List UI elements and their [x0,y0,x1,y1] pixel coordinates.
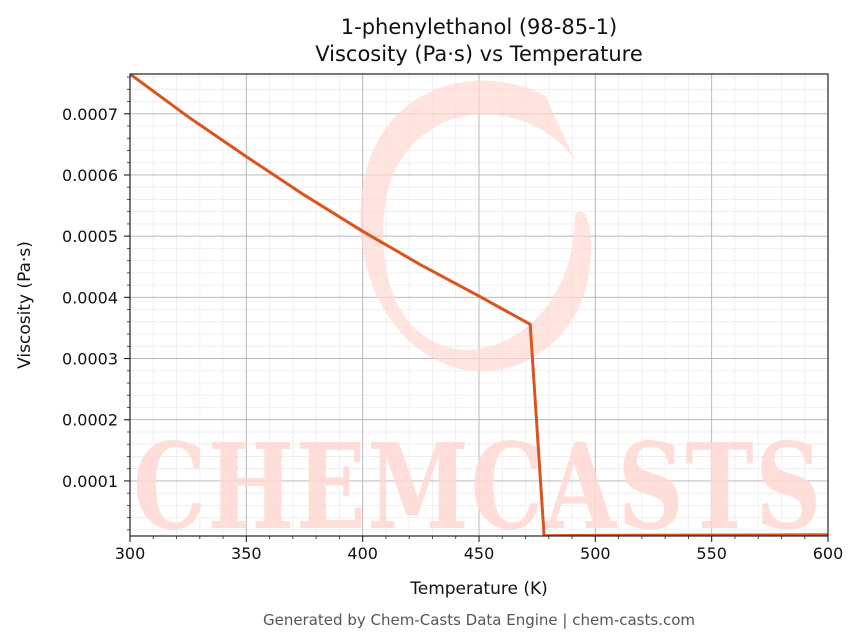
x-axis: 300 350 400 450 500 550 600 [115,536,844,563]
footer-credit: Generated by Chem-Casts Data Engine | ch… [263,611,695,629]
x-tick-label: 500 [580,544,611,563]
y-tick-label: 0.0001 [62,472,118,491]
y-tick-label: 0.0004 [62,288,118,307]
series-line [130,74,828,536]
chart-title: 1-phenylethanol (98-85-1) [341,15,617,39]
chart-subtitle: Viscosity (Pa·s) vs Temperature [315,42,643,66]
x-axis-label: Temperature (K) [409,579,548,599]
y-axis: 0.0001 0.0002 0.0003 0.0004 0.0005 0.0006 0.00… [62,76,130,531]
watermark-text: CHEMCASTS [133,417,823,556]
y-tick-label: 0.0006 [62,166,118,185]
y-tick-label: 0.0002 [62,411,118,430]
x-tick-label: 600 [813,544,844,563]
x-tick-label: 350 [231,544,262,563]
x-tick-label: 300 [115,544,146,563]
watermark: CHEMCASTS [133,80,823,556]
y-tick-label: 0.0005 [62,227,118,246]
x-tick-label: 400 [347,544,378,563]
x-tick-label: 550 [696,544,727,563]
y-tick-label: 0.0003 [62,350,118,369]
y-tick-label: 0.0007 [62,105,118,124]
x-tick-label: 450 [464,544,495,563]
y-axis-label: Viscosity (Pa·s) [15,241,35,369]
